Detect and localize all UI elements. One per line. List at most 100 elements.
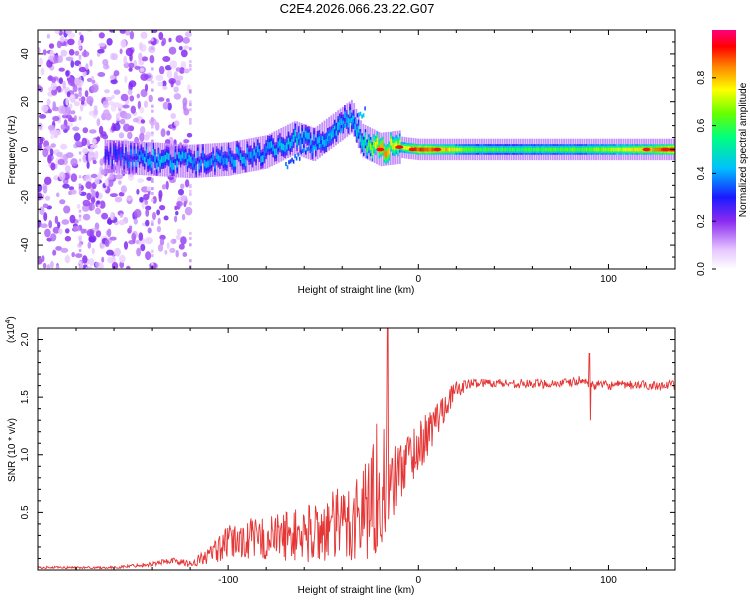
spectrogram-streak-cell <box>151 122 154 126</box>
spectrogram-hotspot <box>376 147 385 152</box>
spectrogram-branch-cell <box>312 145 315 150</box>
spectrogram-ridge-cell <box>150 161 153 168</box>
spectrogram-ridge-cell <box>588 147 591 152</box>
spectrogram-branch-cell <box>286 165 289 170</box>
spectrogram-ridge-cell <box>162 155 165 163</box>
spectrogram-noise-blob <box>139 67 145 73</box>
spectrogram-ridge-cell <box>607 147 610 152</box>
spectrogram-noise-blob <box>101 212 109 220</box>
spectrogram-ridge-cell <box>570 147 572 152</box>
spectrogram-noise-blob <box>176 228 182 236</box>
spectrogram-noise-blob <box>184 31 192 38</box>
spectrogram-ridge-cell <box>517 147 519 152</box>
spectrogram-noise-blob <box>89 202 93 211</box>
spectrogram-ridge-cell <box>621 147 623 152</box>
spectrogram-ridge-cell <box>441 147 444 152</box>
spectrogram-noise-blob <box>56 192 60 198</box>
spectrogram-noise-blob <box>52 249 57 256</box>
spectrogram-noise-blob <box>143 100 149 108</box>
spectrogram-noise-blob <box>102 100 110 109</box>
spectrogram-branch-cell <box>321 136 324 141</box>
spectrogram-noise-blob <box>82 213 91 221</box>
spectrogram-noise-blob <box>118 132 125 139</box>
spectrogram-noise-blob <box>143 193 150 201</box>
spectrogram-noise-blob <box>43 212 48 222</box>
spectrogram-ridge-cell <box>366 145 368 153</box>
spectrogram-noise-blob <box>56 40 62 49</box>
spectrogram-streak-cell <box>78 209 82 213</box>
spectrogram-branch-cell <box>332 127 334 132</box>
spectrogram-noise-blob <box>72 225 81 232</box>
spectrogram-noise-blob <box>44 228 51 238</box>
spectrogram-noise-blob <box>160 128 166 138</box>
spectrogram-ridge-cell <box>114 149 117 156</box>
spectrogram-noise-blob <box>139 106 145 114</box>
spectrogram-ridge-cell <box>638 147 641 152</box>
spectrogram-noise-blob <box>61 219 70 225</box>
spectrogram-noise-blob <box>183 68 190 74</box>
spectrogram-noise-blob <box>38 47 41 55</box>
spectrogram-noise-blob <box>82 255 88 264</box>
spectrogram-noise-blob <box>109 193 118 198</box>
spectrogram-ridge-cell <box>152 149 155 156</box>
spectrogram-noise-blob <box>57 221 61 229</box>
spectrogram-streak-cell <box>151 220 154 224</box>
snr-panel: -100 0 100 0.5 1.0 1.5 2.0 Height of straight … <box>5 316 676 596</box>
spectrogram-ridge-cell <box>131 160 134 167</box>
spectrogram-streak-cell <box>78 151 82 155</box>
spectrogram-ridge-cell <box>542 147 545 152</box>
spectrogram-ridge-cell <box>393 143 396 150</box>
spectrogram-streak-cell <box>78 32 82 36</box>
spectrogram-noise-blob <box>166 98 170 103</box>
spectrogram-noise-blob <box>140 244 146 252</box>
snr-plot-area <box>37 327 676 571</box>
spectrogram-streak-cell <box>189 232 192 235</box>
spectrogram-noise-blob <box>62 183 70 189</box>
spectrogram-noise-blob <box>157 217 161 225</box>
spectrogram-ridge-cell <box>652 147 654 152</box>
spectrogram-noise-blob <box>118 180 122 186</box>
spectrogram-ridge-cell <box>631 147 634 152</box>
spectrogram-ridge-cell <box>481 147 483 152</box>
spectrogram-ridge-cell <box>640 147 642 152</box>
spectrogram-streak-cell <box>78 187 82 191</box>
spectrogram-ridge-cell <box>255 152 257 160</box>
spectrogram-hotspot <box>433 147 442 152</box>
spectrogram-noise-blob <box>169 60 178 69</box>
spectrogram-ridge-cell <box>443 147 445 152</box>
spectrogram-noise-blob <box>120 185 127 194</box>
spectrogram-noise-blob <box>38 142 42 151</box>
colorbar-tick-label: 0.6 <box>696 118 707 132</box>
spectrogram-noise-blob <box>68 49 75 56</box>
spectrogram-ridge-cell <box>559 147 562 152</box>
spectrogram-noise-blob <box>144 134 150 141</box>
spectrogram-noise-blob <box>111 262 119 269</box>
spectrogram-streak-cell <box>189 100 192 104</box>
spectrogram-noise-blob <box>178 188 184 196</box>
spectrogram-streak-cell <box>151 177 154 181</box>
spectrogram-ridge-cell <box>133 149 136 156</box>
spectrogram-streak-cell <box>151 254 154 258</box>
spectrogram-noise-blob <box>136 247 142 257</box>
spectrogram-streak-cell <box>78 57 82 60</box>
spectrogram-ridge-cell <box>267 142 269 149</box>
spectrogram-noise-blob <box>162 80 167 87</box>
spectrogram-ridge-cell <box>250 151 252 159</box>
spectrogram-branch-cell <box>336 126 339 131</box>
spectrogram-noise-blob <box>70 60 75 68</box>
spectrogram-noise-blob <box>89 129 97 134</box>
spectrogram-noise-blob <box>179 67 185 74</box>
spectrogram-noise-blob <box>159 205 166 211</box>
spectrogram-noise-blob <box>156 225 162 233</box>
spectrogram-ridge-cell <box>549 147 552 152</box>
spectrogram-streak-cell <box>189 103 192 107</box>
spectrogram-branch-cell <box>333 129 336 134</box>
spectrogram-noise-blob <box>76 203 81 209</box>
spectrogram-streak-cell <box>189 108 192 112</box>
spectrogram-ridge-cell <box>173 163 175 170</box>
spectrogram-streak-cell <box>151 88 154 92</box>
spectrogram-ridge-cell <box>183 152 185 160</box>
spectrogram-noise-blob <box>104 179 109 187</box>
spectrogram-streak-cell <box>189 185 192 189</box>
spectrogram-ridge-cell <box>359 135 362 142</box>
